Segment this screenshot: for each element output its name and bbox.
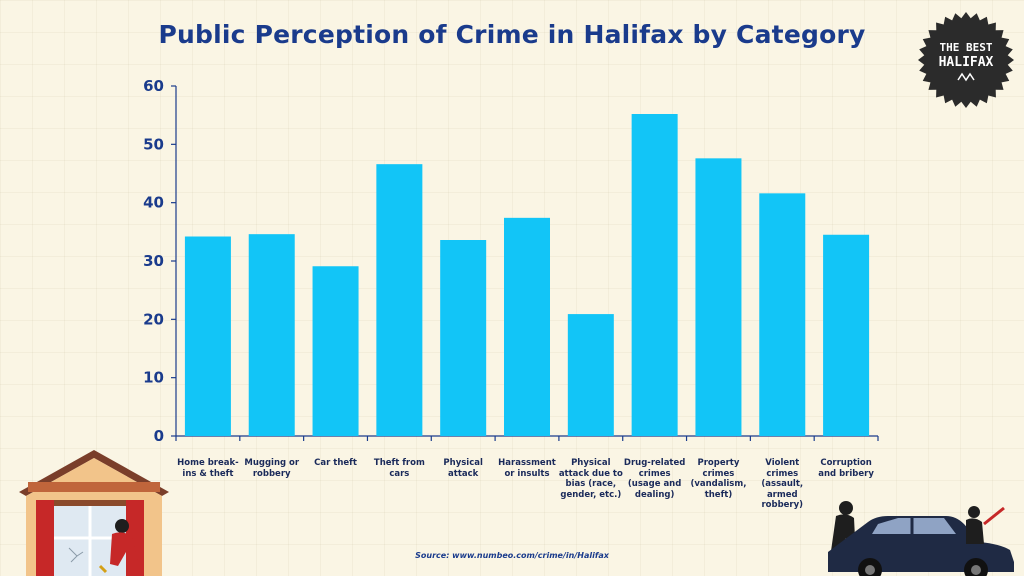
house-burglary-illustration [19, 450, 169, 576]
x-tick-label: Corruption and bribery [818, 458, 874, 479]
x-tick-label: Physical attack due to bias (race, gende… [558, 458, 623, 500]
bar [759, 193, 806, 436]
bar [312, 266, 359, 436]
logo-line2: HALIFAX [939, 55, 994, 70]
x-tick-label: Harassment or insults [498, 458, 556, 479]
y-tick-label: 20 [143, 310, 164, 328]
y-tick-label: 60 [143, 77, 164, 95]
x-tick-label: Car theft [314, 458, 357, 468]
logo-line1: THE BEST [940, 41, 993, 54]
x-tick-label: Drug-related crimes (usage and dealing) [623, 458, 686, 500]
chart-title: Public Perception of Crime in Halifax by… [158, 20, 866, 49]
bar [504, 217, 550, 436]
bar [376, 164, 423, 436]
y-tick-label: 10 [143, 369, 164, 387]
bar [184, 236, 231, 436]
bar [695, 158, 742, 437]
source-note: Source: www.numbeo.com/crime/in/Halifax [415, 551, 609, 560]
x-tick-label: Violent crimes (assault, armed robbery) [761, 458, 804, 510]
y-tick-label: 30 [143, 252, 164, 270]
y-tick-label: 0 [154, 427, 164, 445]
y-tick-label: 40 [143, 194, 164, 212]
car-theft-illustration [828, 501, 1014, 576]
x-tick-label: Home break-ins & theft [177, 458, 239, 479]
x-tick-label: Physical attack [443, 458, 483, 479]
x-tick-label: Mugging or robbery [244, 458, 300, 479]
bar [440, 240, 487, 436]
bar [631, 114, 678, 436]
x-tick-label: Theft from cars [373, 458, 425, 479]
bar [248, 234, 295, 436]
x-tick-label: Property crimes (vandalism, theft) [690, 458, 747, 500]
the-best-halifax-logo: THE BEST HALIFAX [918, 12, 1014, 108]
bar [567, 314, 614, 436]
bar [823, 234, 870, 436]
y-tick-label: 50 [143, 135, 164, 153]
